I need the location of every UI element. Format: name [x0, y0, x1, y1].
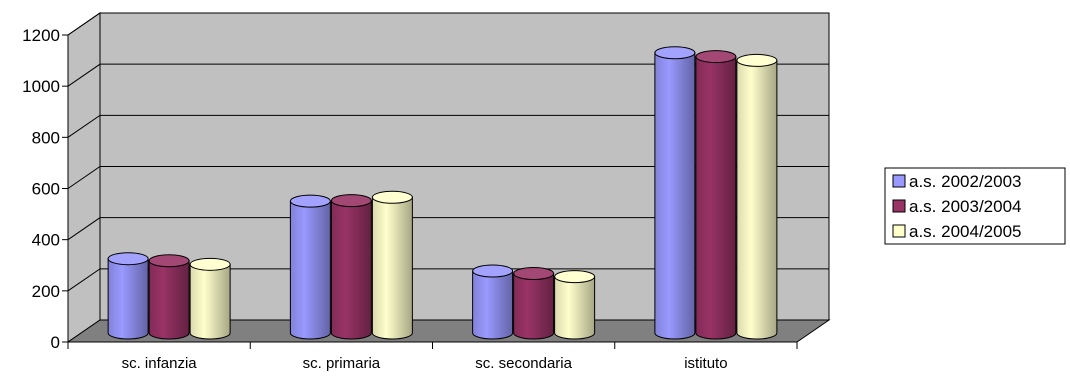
x-category-label: sc. secondaria	[475, 355, 572, 372]
legend-label: a.s. 2004/2005	[909, 222, 1021, 241]
gridline	[67, 12, 829, 36]
x-axis-categories: sc. infanzia sc. primaria sc. secondaria is…	[67, 342, 798, 372]
y-tick-label: 800	[32, 128, 60, 147]
bar-3-1	[695, 50, 737, 340]
bar-2-0	[472, 264, 514, 340]
legend-label: a.s. 2003/2004	[909, 197, 1021, 216]
y-tick-label: 400	[32, 231, 60, 250]
gridline	[67, 63, 829, 87]
bar-3-2	[736, 53, 778, 340]
bar-3-0	[654, 46, 696, 340]
legend-swatch	[892, 224, 906, 238]
legend-box	[884, 167, 1066, 245]
legend: a.s. 2002/2003 a.s. 2003/2004 a.s. 2004/20…	[884, 167, 1066, 245]
gridline	[67, 114, 829, 138]
bar-1-2	[371, 190, 413, 340]
bar-0-2	[189, 257, 231, 340]
y-tick-label: 1200	[22, 26, 60, 45]
bar-1-1	[330, 194, 372, 340]
legend-label: a.s. 2002/2003	[909, 172, 1021, 191]
gridline	[67, 217, 829, 241]
bar-0-0	[107, 252, 149, 340]
bar-2-1	[513, 267, 555, 340]
gridlines	[67, 12, 829, 292]
gridline	[67, 166, 829, 189]
y-tick-label: 1000	[22, 77, 60, 96]
x-category-label: sc. primaria	[303, 355, 381, 372]
y-axis-ticks: 0 200 400 600 800 1000 1200	[22, 26, 68, 352]
bar-1-0	[289, 194, 331, 340]
y-tick-label: 200	[32, 282, 60, 301]
bar-2-2	[554, 270, 596, 340]
legend-swatch	[892, 174, 906, 188]
legend-swatch	[892, 199, 906, 213]
y-tick-label: 600	[32, 180, 60, 199]
x-category-label: sc. infanzia	[122, 355, 198, 372]
bars	[107, 46, 778, 340]
y-tick-label: 0	[51, 333, 60, 352]
x-category-label: istituto	[684, 355, 727, 372]
bar-0-1	[148, 254, 190, 340]
gridline	[67, 268, 829, 292]
